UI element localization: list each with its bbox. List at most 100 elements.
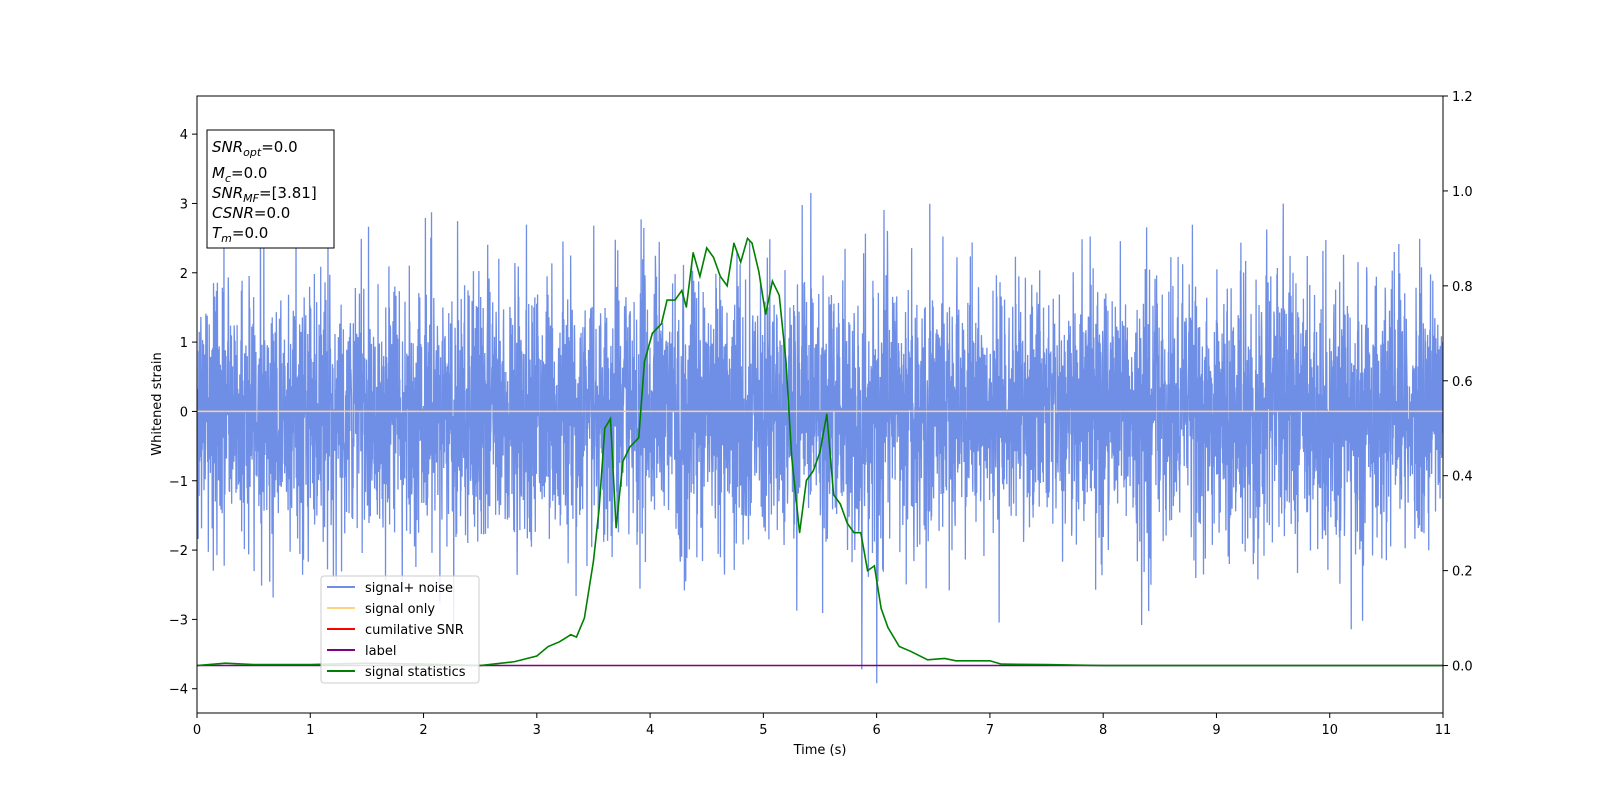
signal-statistics-point <box>643 361 646 363</box>
legend-label: signal statistics <box>365 665 466 680</box>
info-value: =0.0 <box>231 164 267 182</box>
info-subscript: MF <box>243 192 259 205</box>
signal-statistics-point <box>575 636 578 638</box>
x-tick-label: 0 <box>193 723 201 738</box>
x-tick-label: 2 <box>419 723 427 738</box>
signal-statistics-point <box>977 660 980 662</box>
y-tick-label: −1 <box>169 475 188 490</box>
signal-statistics-point <box>712 256 715 258</box>
signal-statistics-point <box>765 313 767 315</box>
y-tick-label: 2 <box>180 267 188 282</box>
signal-statistics-point <box>224 662 226 664</box>
signal-statistics-point <box>666 299 668 301</box>
x-tick-label: 5 <box>759 723 767 738</box>
x-tick-label: 6 <box>872 723 880 738</box>
signal-statistics-point <box>547 645 549 648</box>
y-tick-label: −3 <box>169 613 188 628</box>
x-axis-title: Time (s) <box>793 743 847 758</box>
signal-statistics-point <box>592 560 595 562</box>
info-subscript: opt <box>243 146 262 159</box>
signal-statistics-point <box>309 663 311 666</box>
x-axis-ticks: 0 1 2 3 4 5 6 7 8 9 10 11 <box>193 713 1451 738</box>
x-tick-label: 10 <box>1321 723 1338 738</box>
y2-tick-label: 0.0 <box>1452 660 1473 675</box>
x-tick-label: 8 <box>1099 723 1107 738</box>
y-axis-ticks: 4 3 2 1 0 −1 −2 −3 −4 <box>169 128 197 698</box>
y-tick-label: −2 <box>169 544 188 559</box>
signal-statistics-points <box>197 237 1443 667</box>
info-line-snr-mf: SNRMF=[3.81] <box>212 184 317 205</box>
info-subscript: c <box>225 172 231 185</box>
signal-statistics-point <box>955 660 957 662</box>
signal-statistics-point <box>604 427 606 429</box>
info-symbol: SNR <box>212 138 243 156</box>
signal-statistics-point <box>674 299 676 301</box>
y-tick-label: 3 <box>180 197 188 212</box>
signal-statistics-point <box>771 280 774 282</box>
y-tick-label: 1 <box>180 336 188 351</box>
y2-tick-label: 0.4 <box>1452 470 1473 485</box>
signal-statistics-point <box>846 522 848 524</box>
info-symbol: T <box>212 224 223 242</box>
signal-statistics-point <box>791 456 793 458</box>
y-tick-label: −4 <box>169 683 188 698</box>
signal-statistics-point <box>719 275 721 277</box>
legend-label: signal only <box>365 602 435 617</box>
signal-statistics-point <box>479 664 481 667</box>
signal-statistics-point <box>860 532 862 534</box>
legend-entry-signal-noise: signal+ noise <box>327 581 453 596</box>
legend: signal+ noise signal only cumilative SNR… <box>320 575 480 684</box>
legend-entry-cumilative-snr: cumilative SNR <box>327 623 464 638</box>
legend-label: signal+ noise <box>365 581 453 596</box>
y2-tick-label: 1.0 <box>1452 185 1473 200</box>
signal-statistics-point <box>609 418 612 420</box>
signal-statistics-point <box>832 494 835 496</box>
info-box-frame <box>206 129 335 249</box>
signal-statistics-point <box>819 451 821 453</box>
signal-statistics-point <box>887 626 889 629</box>
y-axis-title: Whitened strain <box>150 352 165 455</box>
x-tick-label: 1 <box>306 723 314 738</box>
signal-statistics-point <box>910 650 912 652</box>
info-line-mc: Mc=0.0 <box>212 164 267 185</box>
y2-tick-label: 0.8 <box>1452 280 1473 295</box>
signal-statistics-point <box>685 306 687 308</box>
signal-statistics-point <box>785 361 787 363</box>
x-tick-label: 9 <box>1212 723 1220 738</box>
signal-statistics-point <box>927 659 929 661</box>
signal-statistics-point <box>805 479 808 482</box>
signal-statistics-point <box>1000 663 1002 665</box>
signal-statistics-point <box>598 508 600 510</box>
signal-statistics-point <box>726 285 728 287</box>
signal-statistics-point <box>826 413 828 415</box>
y2-tick-label: 0.2 <box>1452 565 1473 580</box>
signal-statistics-point <box>570 634 572 636</box>
signal-statistics-point <box>1102 664 1104 667</box>
signal-statistics-point <box>746 237 749 239</box>
info-subscript: m <box>221 232 232 245</box>
x-tick-label: 7 <box>986 723 994 738</box>
signal-statistics-point <box>812 470 814 472</box>
y-tick-label: 4 <box>180 128 188 143</box>
info-value: =0.0 <box>232 224 268 242</box>
signal-statistics-point <box>778 294 780 296</box>
legend-label: label <box>365 644 396 659</box>
info-symbol: M <box>212 164 225 182</box>
signal-statistics-point <box>583 617 585 619</box>
legend-entry-signal-only: signal only <box>327 602 435 617</box>
signal-statistics-point <box>615 527 617 529</box>
signal-statistics-point <box>880 607 882 610</box>
y2-axis-ticks: 1.2 1.0 0.8 0.6 0.4 0.2 0.0 <box>1443 90 1473 675</box>
signal-statistics-point <box>966 660 968 662</box>
signal-statistics-point <box>536 655 538 657</box>
signal-statistics-point <box>692 252 694 254</box>
legend-label: cumilative SNR <box>365 623 464 638</box>
y-tick-label: 0 <box>180 405 188 420</box>
info-line-csnr: CSNR=0.0 <box>212 204 290 222</box>
signal-statistics-point <box>622 460 624 463</box>
info-line-snr-opt: SNRopt=0.0 <box>212 138 298 159</box>
info-symbol: CSNR <box>212 204 254 222</box>
signal-statistics-point <box>1215 664 1218 667</box>
